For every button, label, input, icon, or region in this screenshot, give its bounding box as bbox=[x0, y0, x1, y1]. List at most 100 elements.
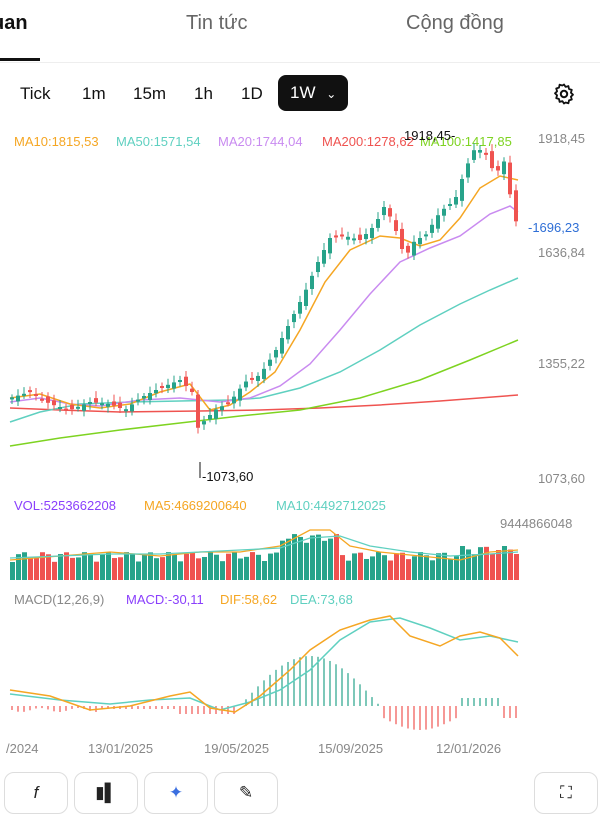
tab-news[interactable]: Tin tức bbox=[186, 12, 248, 34]
candle-body bbox=[202, 421, 206, 425]
timeframe-1m[interactable]: 1m bbox=[82, 84, 106, 103]
bottom-tool-button[interactable]: ✎ bbox=[214, 772, 278, 814]
candle-body bbox=[352, 238, 356, 241]
candle-body bbox=[130, 404, 134, 412]
volume-bar bbox=[388, 560, 393, 580]
candle-body bbox=[496, 166, 500, 171]
dea-line bbox=[9, 617, 519, 711]
volume-bar bbox=[292, 534, 297, 580]
candle-body bbox=[274, 350, 278, 358]
candle-body bbox=[88, 402, 92, 404]
volume-bar bbox=[430, 560, 435, 580]
tab-overview[interactable]: uan bbox=[0, 12, 28, 34]
candle-body bbox=[112, 401, 116, 406]
price-axis-label: 1636,84 bbox=[538, 245, 585, 260]
gear-icon[interactable] bbox=[552, 82, 576, 106]
candle-body bbox=[490, 151, 494, 169]
volume-bar bbox=[178, 561, 183, 580]
volume-bar bbox=[382, 555, 387, 580]
timeframe-1w-label: 1W bbox=[290, 83, 316, 102]
candle-body bbox=[268, 359, 272, 366]
price-chart[interactable]: MA10:1815,53 MA50:1571,54 MA20:1744,04 M… bbox=[0, 120, 600, 770]
candle-body bbox=[346, 236, 350, 240]
bottom-tool-button[interactable]: ✦ bbox=[144, 772, 208, 814]
candle-body bbox=[382, 207, 386, 216]
volume-bar bbox=[106, 552, 111, 580]
candle-body bbox=[70, 404, 74, 410]
volume-bar bbox=[316, 534, 321, 580]
volume-bar bbox=[208, 552, 213, 580]
candle-body bbox=[58, 407, 62, 409]
volume-bar bbox=[64, 552, 69, 580]
volume-bar bbox=[400, 552, 405, 580]
candle-body bbox=[52, 400, 56, 406]
volume-bar bbox=[142, 553, 147, 580]
volume-bar bbox=[364, 558, 369, 580]
chevron-down-icon: ⌄ bbox=[326, 87, 337, 101]
volume-bar bbox=[496, 550, 501, 580]
candle-body bbox=[94, 398, 98, 403]
volume-bar bbox=[250, 552, 255, 580]
candle-body bbox=[10, 397, 14, 400]
volume-bar bbox=[466, 549, 471, 580]
timeframe-1w-dropdown[interactable]: 1W ⌄ bbox=[278, 75, 349, 111]
volume-bar bbox=[514, 553, 519, 580]
candle-body bbox=[196, 394, 200, 428]
ma200-line bbox=[9, 394, 519, 413]
volume-bar bbox=[46, 554, 51, 580]
price-axis-label: 1918,45 bbox=[538, 131, 585, 146]
candle-body bbox=[430, 224, 434, 233]
macd-value: MACD:-30,11 bbox=[126, 592, 204, 607]
volume-bar bbox=[334, 534, 339, 580]
candle-body bbox=[340, 234, 344, 237]
timeframe-1d[interactable]: 1D bbox=[241, 84, 263, 103]
candle-body bbox=[436, 215, 440, 229]
volume-bar bbox=[112, 558, 117, 580]
candle-body bbox=[214, 409, 218, 419]
volume-ma5-line bbox=[9, 529, 519, 561]
tab-community[interactable]: Cộng đồng bbox=[406, 12, 504, 34]
volume-bar bbox=[40, 552, 45, 580]
candle-body bbox=[364, 234, 368, 240]
volume-bar bbox=[274, 552, 279, 580]
ma100-legend: MA100:1417,85 bbox=[420, 134, 512, 149]
bottom-tool-button[interactable]: ⛶ bbox=[534, 772, 598, 814]
candle-body bbox=[328, 238, 332, 254]
candle-body bbox=[142, 396, 146, 399]
volume-bar bbox=[82, 552, 87, 580]
volume-bar bbox=[310, 535, 315, 580]
volume-bar bbox=[202, 556, 207, 580]
volume-bar bbox=[124, 552, 129, 580]
candle-body bbox=[40, 398, 44, 401]
active-tab-indicator bbox=[0, 58, 40, 61]
timeframe-bar: Tick 1m 15m 1h 1D 1W ⌄ bbox=[0, 74, 600, 114]
fullscreen-icon: ⛶ bbox=[560, 783, 572, 802]
volume-bar bbox=[136, 561, 141, 580]
low-price-annotation: -1073,60 bbox=[202, 469, 253, 484]
candle-body bbox=[208, 415, 212, 420]
last-price-label: -1696,23 bbox=[528, 220, 579, 235]
bottom-tool-button[interactable]: ▮▌ bbox=[74, 772, 138, 814]
timeframe-1h[interactable]: 1h bbox=[194, 84, 213, 103]
volume-bar bbox=[490, 553, 495, 580]
volume-bar bbox=[484, 546, 489, 580]
candle-body bbox=[118, 402, 122, 408]
indicator-icon: ▮▌ bbox=[95, 783, 117, 802]
volume-bar bbox=[226, 553, 231, 580]
candle-body bbox=[472, 150, 476, 160]
bottom-tool-button[interactable]: f bbox=[4, 772, 68, 814]
candle-body bbox=[286, 326, 290, 340]
pencil-icon: ✎ bbox=[238, 783, 254, 802]
volume-bar bbox=[70, 557, 75, 580]
candle-body bbox=[370, 228, 374, 238]
volume-bar bbox=[130, 554, 135, 580]
volume-bar bbox=[154, 558, 159, 580]
date-label: 19/05/2025 bbox=[204, 741, 269, 756]
volume-bar bbox=[52, 561, 57, 580]
dif-value: DIF:58,62 bbox=[220, 592, 277, 607]
dea-value: DEA:73,68 bbox=[290, 592, 353, 607]
volume-legend: VOL:5253662208 bbox=[14, 498, 116, 513]
timeframe-tick[interactable]: Tick bbox=[20, 84, 51, 103]
timeframe-15m[interactable]: 15m bbox=[133, 84, 167, 103]
volume-bar bbox=[442, 552, 447, 580]
